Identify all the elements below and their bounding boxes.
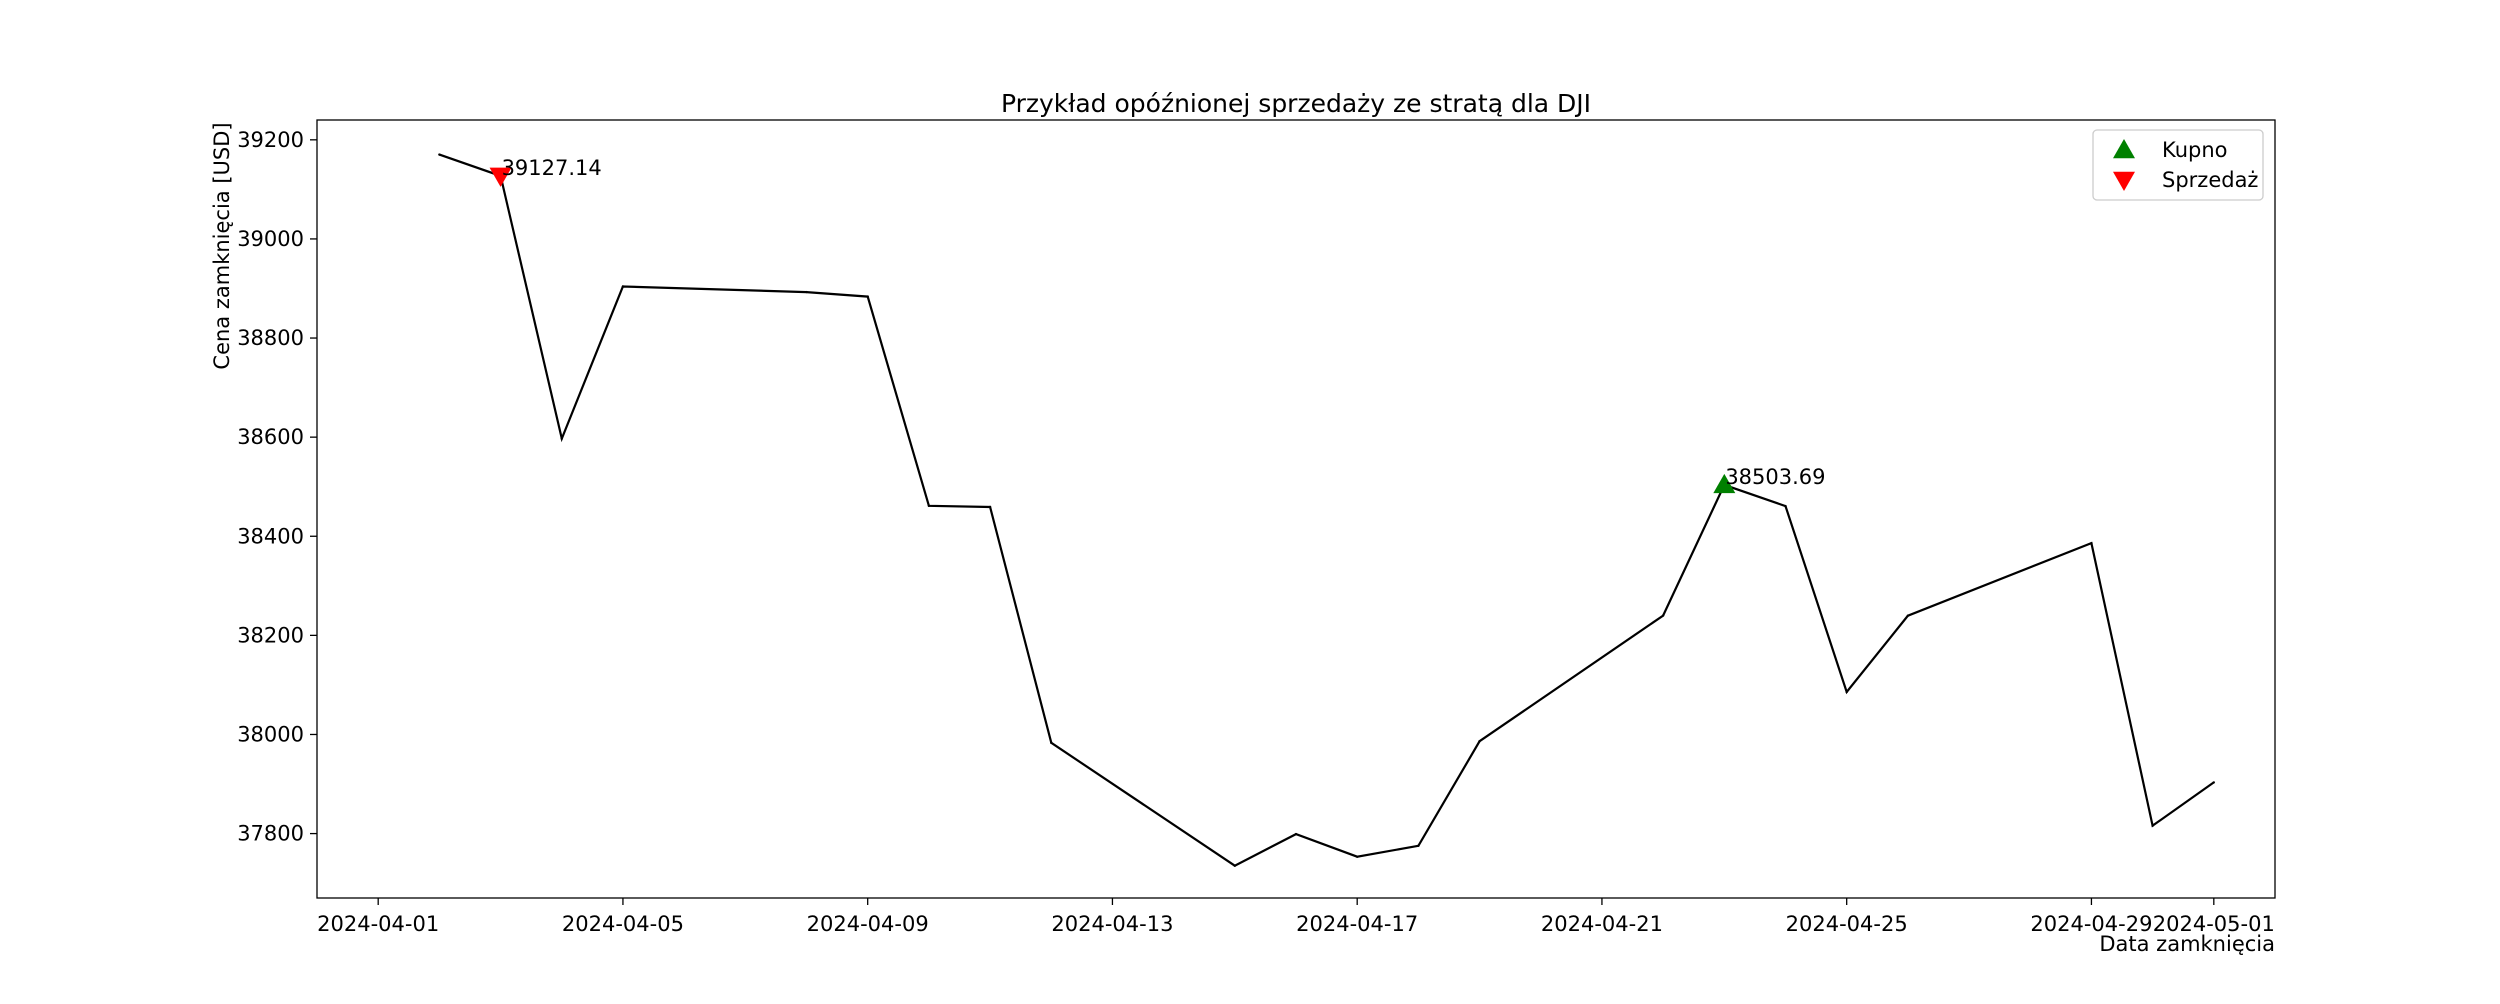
data-point [1845, 690, 1848, 694]
series-layer [438, 153, 2216, 867]
x-tick-label: 2024-04-21 [1541, 912, 1663, 936]
data-point [621, 285, 625, 288]
x-tick-label: 2024-05-01 [2153, 912, 2275, 936]
y-tick-label: 38000 [237, 722, 304, 746]
y-tick-label: 39000 [237, 227, 304, 251]
legend-frame [2092, 129, 2264, 201]
legend: Kupno Sprzedaż [2092, 129, 2264, 201]
data-point [1906, 614, 1910, 617]
price-line [439, 153, 2215, 867]
y-axis-ticks: 37800 38000 38200 38400 38600 38800 39000 39200 [237, 128, 317, 846]
x-tick-label: 2024-04-17 [1296, 912, 1418, 936]
data-point [1661, 614, 1665, 617]
sell-marker [489, 167, 512, 187]
x-tick-label: 2024-04-01 [317, 912, 439, 936]
x-axis-ticks: 2024-04-01 2024-04-05 2024-04-09 2024-04-13… [317, 898, 2275, 936]
marker-layer: 38503.69 39127.14 [489, 156, 1826, 494]
x-tick-label: 2024-04-09 [807, 912, 929, 936]
data-point [1050, 741, 1053, 744]
data-point [805, 290, 808, 294]
data-point [1355, 855, 1359, 858]
data-point [866, 295, 869, 298]
y-tick-label: 39200 [237, 128, 304, 152]
y-tick-label: 37800 [237, 822, 304, 846]
y-tick-label: 38400 [237, 524, 304, 548]
data-point [438, 153, 441, 156]
x-tick-label: 2024-04-29 [2030, 912, 2152, 936]
buy-marker [1713, 473, 1736, 494]
x-tick-label: 2024-04-13 [1051, 912, 1173, 936]
legend-label: Kupno [2162, 138, 2228, 162]
data-point [988, 505, 992, 509]
data-point [2212, 781, 2216, 784]
legend-sell-marker [2113, 171, 2135, 191]
data-point [2090, 541, 2093, 545]
y-tick-label: 38800 [237, 326, 304, 350]
legend-label: Sprzedaż [2162, 168, 2258, 192]
data-point [2151, 824, 2154, 827]
data-point [1294, 832, 1298, 836]
data-point [927, 504, 931, 507]
x-tick-label: 2024-04-05 [562, 912, 684, 936]
plot-area-frame [316, 119, 2276, 899]
y-tick-label: 38600 [237, 425, 304, 449]
legend-buy-marker [2113, 139, 2135, 159]
data-point [1784, 504, 1787, 508]
data-point [1478, 740, 1481, 743]
y-tick-label: 38200 [237, 623, 304, 647]
data-point [1417, 844, 1420, 847]
buy-price-annotation: 38503.69 [1725, 465, 1825, 489]
chart-title: Przykład opóźnionej sprzedaży ze stratą … [1001, 89, 1591, 118]
x-axis-label: Data zamknięcia [2099, 932, 2275, 956]
data-point [1233, 864, 1237, 867]
x-tick-label: 2024-04-25 [1786, 912, 1908, 936]
data-point [560, 437, 563, 440]
y-axis-label: Cena zamknięcia [USD] [210, 122, 234, 369]
sell-price-annotation: 39127.14 [502, 156, 602, 180]
